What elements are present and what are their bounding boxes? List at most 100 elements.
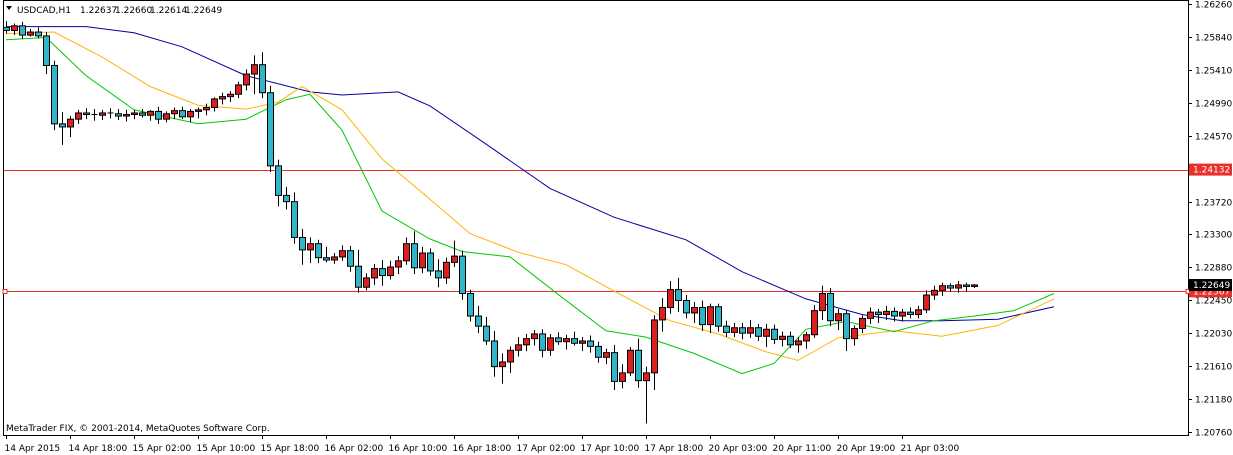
candle-body-bull	[851, 328, 858, 340]
price-tick-label: 1.22450	[1195, 297, 1232, 307]
price-tick-label: 1.22880	[1195, 264, 1232, 274]
candle-body-bull	[867, 311, 874, 319]
level-price-badge	[1189, 163, 1232, 176]
candle-body-bull	[531, 333, 538, 340]
candle-body-bull	[243, 73, 250, 86]
candle-body-bull	[203, 106, 210, 111]
candle-body-bull	[27, 31, 34, 36]
candle-body-bear	[267, 92, 274, 167]
horizontal-lines	[2, 170, 1191, 294]
candle-body-bear	[683, 299, 690, 314]
candle-body-bear	[739, 327, 746, 334]
candle-body-bull	[899, 311, 906, 317]
price-tick-label: 1.21180	[1195, 396, 1232, 406]
candle-body-bear	[907, 311, 914, 315]
candle-body-bear	[715, 306, 722, 327]
candle-body-bull	[915, 309, 922, 315]
candle-body-bull	[923, 294, 930, 311]
time-tick-label: 15 Apr 02:00	[133, 444, 192, 454]
candle-body-bear	[875, 311, 882, 315]
candle-body-bull	[619, 372, 626, 382]
candle-body-bull	[763, 328, 770, 337]
candle-body-bear	[299, 236, 306, 251]
candle-body-bull	[499, 361, 506, 368]
candle-body-bear	[475, 315, 482, 327]
candle-body-bear	[699, 306, 706, 326]
candle-body-bear	[83, 112, 90, 116]
price-tick-label: 1.22030	[1195, 330, 1232, 340]
candle-body-bull	[523, 338, 530, 346]
candle-body-bull	[195, 109, 202, 112]
candle-body-bull	[667, 289, 674, 308]
candle-body-bull	[451, 255, 458, 263]
price-tick-label: 1.24570	[1195, 133, 1232, 143]
candle-body-bull	[939, 285, 946, 291]
price-tick-label: 1.25410	[1195, 67, 1232, 77]
candle-body-bull	[387, 266, 394, 277]
candle-body-bear	[723, 325, 730, 333]
time-tick-label: 20 Apr 11:00	[773, 444, 832, 454]
candle-body-bull	[563, 338, 570, 343]
time-axis: 14 Apr 2015 14 Apr 18:00 15 Apr 02:00 15 Ap…	[5, 435, 960, 454]
candle-body-bull	[859, 317, 866, 330]
candle-body-bull	[211, 98, 218, 108]
candle-body-bull	[99, 112, 106, 116]
price-tick-label: 1.26260	[1195, 1, 1232, 11]
candle-body-bull	[339, 250, 346, 258]
candle-body-bull	[579, 340, 586, 344]
chart-header: USDCAD,H1 1.22637 1.22660 1.22614 1.2264…	[6, 6, 222, 16]
candle-body-bear	[755, 327, 762, 337]
candle-body-bull	[643, 372, 650, 382]
candle-body-bear	[3, 26, 10, 31]
ohlc-close: 1.22649	[185, 6, 222, 16]
candle-body-bear	[179, 110, 186, 118]
candle-body-bull	[235, 84, 242, 95]
candle-body-bear	[635, 349, 642, 382]
candle-body-bull	[419, 252, 426, 269]
chart-symbol-title: USDCAD,H1	[17, 6, 71, 16]
candle-body-bear	[19, 25, 26, 36]
time-tick-label: 21 Apr 03:00	[901, 444, 960, 454]
candle-body-bull	[75, 112, 82, 120]
candle-body-bear	[411, 243, 418, 269]
candle-body-bull	[779, 335, 786, 340]
candle-body-bull	[747, 327, 754, 334]
candle-body-bull	[131, 112, 138, 116]
price-axis: 1.26260 1.25840 1.25410 1.24990 1.24570 1.237…	[1188, 1, 1232, 439]
price-tick-label: 1.25840	[1195, 34, 1232, 44]
level-anchor-left	[2, 289, 8, 294]
candle-body-bear	[571, 338, 578, 344]
candle-body-bull	[163, 113, 170, 120]
price-tick-label: 1.23720	[1195, 199, 1232, 209]
candle-body-bull	[371, 268, 378, 279]
ohlc-high: 1.22660	[115, 6, 152, 16]
price-tick-label: 1.20760	[1195, 429, 1232, 439]
time-tick-label: 20 Apr 03:00	[709, 444, 768, 454]
candle-body-bear	[787, 335, 794, 346]
dropdown-triangle-icon[interactable]	[6, 6, 12, 10]
candle-body-bull	[795, 340, 802, 346]
price-tick-label: 1.24990	[1195, 100, 1232, 110]
candle-body-bear	[347, 250, 354, 267]
candle-body-bull	[395, 260, 402, 268]
candle-body-bull	[883, 310, 890, 315]
candle-body-bear	[587, 340, 594, 347]
candle-body-bear	[459, 255, 466, 294]
candle-body-bear	[947, 285, 954, 289]
candle-body-bull	[803, 334, 810, 342]
candle-body-bear	[611, 352, 618, 382]
candle-body-bull	[147, 110, 154, 116]
candle-body-bull	[123, 114, 130, 117]
time-tick-label: 17 Apr 10:00	[581, 444, 640, 454]
ohlc-low: 1.22614	[150, 6, 187, 16]
time-tick-label: 16 Apr 02:00	[325, 444, 384, 454]
candle-body-bull	[507, 349, 514, 363]
candle-body-bear	[595, 345, 602, 358]
candle-body-bear	[259, 64, 266, 94]
time-tick-label: 17 Apr 18:00	[645, 444, 704, 454]
candle-body-bear	[555, 337, 562, 343]
candle-body-bear	[963, 284, 970, 287]
current-price-label: 1.22649	[1193, 281, 1230, 291]
candle-body-bull	[403, 243, 410, 262]
